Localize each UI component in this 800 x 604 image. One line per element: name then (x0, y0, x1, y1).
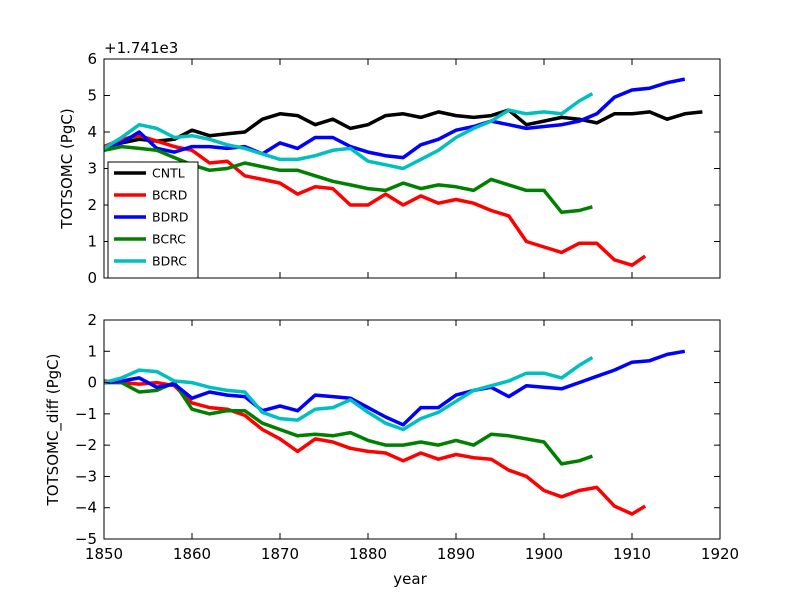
top-y-tick-label: 5 (87, 87, 97, 105)
bottom-y-tick-label: −1 (75, 405, 97, 423)
top-y-tick-label: 0 (87, 269, 97, 287)
bottom-y-tick-label: 2 (87, 311, 97, 329)
bottom-series-lines (103, 349, 686, 516)
x-tick-label: 1910 (613, 545, 651, 563)
top-series-line-bdrd (103, 77, 686, 160)
top-y-tick-label: 1 (87, 233, 97, 251)
top-panel: 0 1 2 3 4 5 6 +1.741e3 TOTSOMC (PgC) CNTL BCRD B… (58, 39, 721, 287)
legend-label-bdrd: BDRD (152, 210, 189, 225)
legend: CNTL BCRD BDRD BCRC BDRC (107, 161, 199, 279)
x-tick-label: 1880 (349, 545, 387, 563)
top-y-axis-label: TOTSOMC (PgC) (58, 108, 76, 229)
bottom-y-tick-label: 0 (87, 374, 97, 392)
bottom-series-line-bdrd (103, 349, 686, 427)
top-series-line-bcrd (103, 133, 647, 267)
bottom-y-tick-label: −4 (75, 499, 97, 517)
legend-label-bdrc: BDRC (152, 254, 187, 269)
bottom-series-line-bdrc (103, 355, 594, 432)
bottom-y-ticks: −5 −4 −3 −2 −1 0 1 2 (75, 311, 720, 548)
top-series-line-cntl (103, 108, 703, 151)
x-axis-label: year (393, 570, 427, 588)
bottom-y-axis-label: TOTSOMC_diff (PgC) (44, 354, 63, 507)
bottom-y-tick-label: −3 (75, 467, 97, 485)
top-offset-text: +1.741e3 (104, 39, 178, 57)
bottom-panel: −5 −4 −3 −2 −1 0 1 2 1850 1860 1870 1880 1890 1900 19… (44, 311, 739, 563)
top-y-tick-label: 6 (87, 50, 97, 68)
legend-label-cntl: CNTL (152, 166, 185, 181)
x-tick-label: 1870 (261, 545, 299, 563)
bottom-series-line-bcrc (104, 380, 593, 466)
x-tick-label: 1900 (525, 545, 563, 563)
legend-label-bcrc: BCRC (152, 232, 186, 247)
bottom-x-ticks: 1850 1860 1870 1880 1890 1900 1910 1920 (85, 320, 739, 563)
bottom-y-tick-label: −5 (75, 530, 97, 548)
top-series-line-bdrc (103, 92, 594, 171)
top-y-tick-label: 2 (87, 196, 97, 214)
bottom-series-line-bcrd (103, 379, 647, 516)
x-tick-label: 1890 (437, 545, 475, 563)
legend-box (107, 161, 199, 279)
x-tick-label: 1850 (85, 545, 123, 563)
x-tick-label: 1920 (701, 545, 739, 563)
bottom-y-tick-label: −2 (75, 436, 97, 454)
top-y-tick-label: 3 (87, 160, 97, 178)
legend-label-bcrd: BCRD (152, 188, 187, 203)
x-tick-label: 1860 (173, 545, 211, 563)
bottom-y-tick-label: 1 (87, 342, 97, 360)
top-y-tick-label: 4 (87, 123, 97, 141)
